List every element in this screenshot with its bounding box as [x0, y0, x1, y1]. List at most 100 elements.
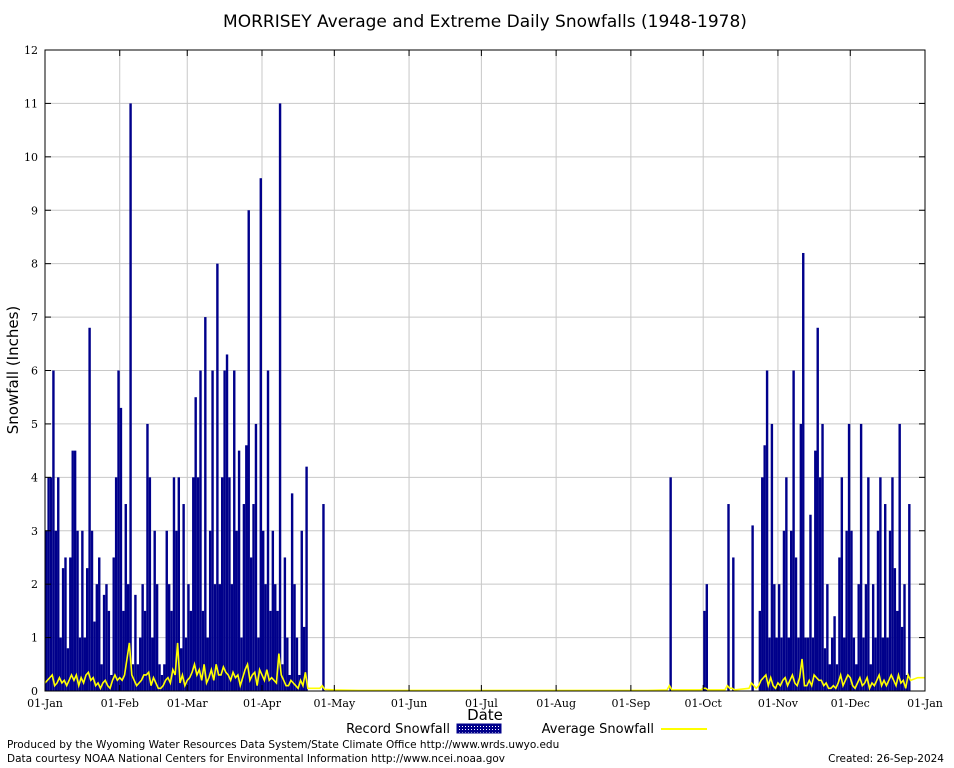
record-bar [177, 477, 181, 691]
record-bar [855, 664, 858, 691]
record-snowfall-bars [45, 103, 911, 692]
record-bar [271, 530, 275, 691]
x-axis-label: Date [467, 706, 503, 724]
record-bar [269, 610, 272, 692]
y-tick-label: 9 [31, 204, 38, 217]
record-bar [874, 637, 877, 691]
record-bar [274, 584, 277, 691]
record-bar [758, 610, 762, 692]
record-bar [167, 584, 171, 691]
record-bar [782, 530, 786, 691]
record-bar [81, 530, 84, 691]
record-bar [165, 530, 168, 691]
record-bar [223, 370, 226, 691]
x-tick-label: 01-Mar [167, 697, 209, 710]
record-bar [124, 504, 127, 691]
record-bar [768, 637, 771, 691]
record-bar [64, 557, 67, 691]
record-bar [843, 637, 846, 691]
record-bar [792, 370, 795, 691]
record-bar [264, 584, 267, 691]
record-bar [158, 664, 161, 691]
record-bar [806, 637, 810, 691]
record-bar [225, 354, 229, 691]
record-bar [705, 584, 709, 691]
y-tick-label: 11 [24, 97, 38, 110]
record-bar [102, 594, 106, 691]
record-bar [867, 477, 870, 691]
record-bar [122, 610, 125, 692]
record-bar [107, 610, 111, 692]
y-tick-label: 8 [31, 258, 38, 271]
record-bar [172, 477, 176, 691]
record-bar [804, 637, 807, 691]
record-bar [235, 530, 238, 691]
legend-average-label: Average Snowfall [542, 722, 654, 737]
x-tick-label: 01-Nov [758, 697, 799, 710]
y-axis-label: Snowfall (Inches) [4, 306, 22, 434]
record-bar [126, 584, 130, 691]
record-bar [175, 530, 178, 691]
record-bar [45, 530, 48, 691]
x-tick-label: 01-Aug [536, 697, 576, 710]
record-bar [189, 610, 193, 692]
record-bar [770, 423, 774, 691]
record-bar [199, 370, 202, 691]
x-tick-label: 01-Jan [27, 697, 63, 710]
record-bar [818, 477, 822, 691]
record-bar [252, 504, 255, 691]
record-bar [76, 530, 79, 691]
record-bar [54, 530, 58, 691]
record-bar [146, 423, 149, 691]
record-bar [286, 637, 289, 691]
record-bar [170, 610, 173, 692]
record-bar [290, 493, 294, 691]
record-bar [773, 584, 776, 691]
y-tick-label: 1 [31, 632, 38, 645]
record-bar [160, 674, 164, 691]
record-bar [302, 626, 306, 691]
record-bar [881, 637, 885, 691]
record-bar [88, 327, 91, 691]
record-bar [799, 423, 803, 691]
average-line [44, 642, 925, 692]
record-bar [785, 477, 788, 691]
record-bar [192, 477, 195, 691]
record-bar [845, 530, 848, 691]
record-bar [155, 584, 159, 691]
record-bar [261, 530, 265, 691]
record-bar [765, 370, 769, 691]
record-bar [85, 568, 89, 691]
footer-data-courtesy: Data courtesy NOAA National Centers for … [7, 753, 505, 765]
legend: Record Snowfall Average Snowfall [346, 722, 707, 737]
record-bar [194, 397, 197, 691]
record-bar [117, 370, 120, 691]
record-bar [295, 637, 299, 691]
y-tick-label: 4 [31, 471, 38, 484]
record-bar [838, 557, 841, 691]
record-bar [891, 477, 894, 691]
x-tick-label: 01-Oct [685, 697, 723, 710]
record-bar [187, 584, 190, 691]
y-tick-label: 5 [31, 418, 38, 431]
record-bar [816, 327, 819, 691]
record-bar [276, 610, 279, 692]
record-bar [100, 664, 103, 691]
record-bar [71, 450, 74, 692]
record-bar [153, 530, 156, 691]
y-tick-label: 6 [31, 365, 38, 378]
record-bar [93, 621, 96, 691]
record-bar [240, 637, 243, 691]
record-bar [57, 477, 60, 691]
x-tick-label: 01-Feb [101, 697, 139, 710]
footer-producer: Produced by the Wyoming Water Resources … [7, 739, 559, 751]
record-bar [98, 557, 101, 691]
record-bar [703, 610, 706, 692]
record-bar [886, 637, 889, 691]
record-bar [233, 370, 236, 691]
record-bar [835, 664, 839, 691]
record-bar [732, 557, 735, 691]
record-bar [182, 504, 185, 691]
